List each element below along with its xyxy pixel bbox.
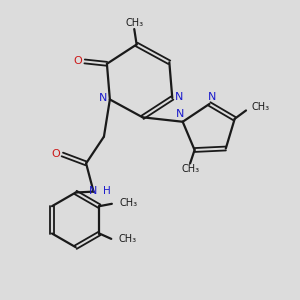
Text: N: N: [176, 109, 184, 119]
Text: O: O: [74, 56, 82, 66]
Text: CH₃: CH₃: [181, 164, 199, 174]
Text: CH₃: CH₃: [252, 103, 270, 112]
Text: N: N: [208, 92, 217, 101]
Text: CH₃: CH₃: [119, 235, 137, 244]
Text: O: O: [51, 149, 60, 159]
Text: CH₃: CH₃: [125, 18, 143, 28]
Text: H: H: [103, 186, 111, 196]
Text: N: N: [175, 92, 183, 101]
Text: CH₃: CH₃: [119, 198, 137, 208]
Text: N: N: [99, 93, 107, 103]
Text: N: N: [89, 186, 98, 196]
